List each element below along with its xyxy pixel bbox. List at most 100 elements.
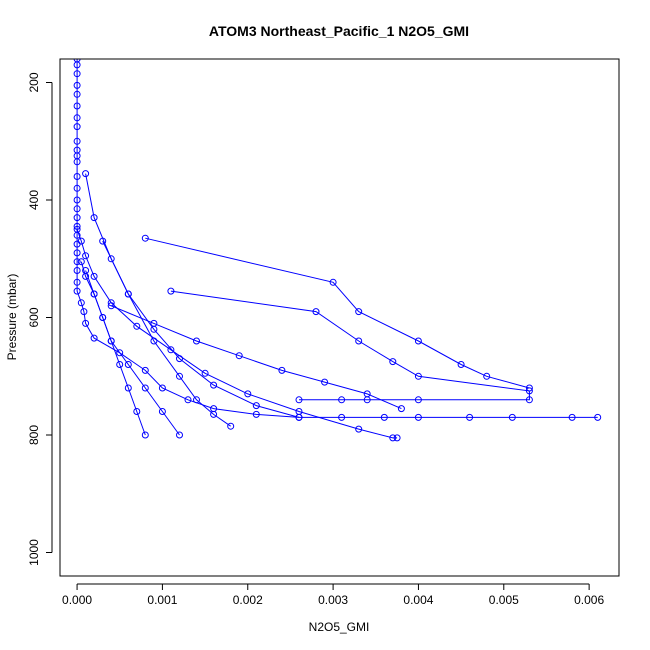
data-point (525, 396, 533, 404)
data-point (193, 396, 200, 404)
data-point (568, 413, 576, 421)
series-line (170, 290, 530, 401)
data-point (90, 290, 98, 298)
data-point (73, 137, 81, 145)
series-line (85, 270, 146, 436)
data-point (184, 396, 192, 404)
y-tick-label: 800 (27, 425, 41, 445)
data-point (73, 184, 81, 192)
data-point (73, 225, 81, 233)
y-tick-label: 600 (27, 307, 41, 327)
data-point (363, 390, 371, 398)
data-point (82, 319, 90, 327)
data-point (82, 267, 90, 274)
data-point (329, 278, 337, 286)
data-point (73, 267, 81, 274)
data-point (73, 61, 81, 69)
data-point (466, 413, 474, 421)
data-point (321, 378, 329, 386)
data-point (414, 372, 422, 380)
data-point (116, 349, 124, 357)
data-point (90, 334, 98, 342)
data-point (73, 114, 81, 122)
data-point (73, 196, 81, 204)
data-point (414, 337, 422, 345)
data-point (90, 272, 98, 280)
data-point (73, 287, 81, 295)
data-point (594, 413, 602, 421)
data-point (73, 123, 81, 131)
data-point (73, 102, 81, 110)
data-point (193, 337, 200, 345)
data-point (176, 355, 183, 363)
data-point (150, 337, 158, 345)
data-point (99, 237, 107, 245)
y-axis-label: Pressure (mbar) (5, 274, 19, 361)
data-point (73, 70, 81, 78)
data-point (252, 402, 260, 410)
data-point (397, 405, 405, 413)
data-point (90, 214, 98, 222)
data-point (483, 372, 491, 380)
data-point (124, 361, 132, 368)
data-point (295, 413, 303, 421)
x-tick-label: 0.002 (233, 593, 263, 607)
series-3 (82, 170, 303, 421)
data-point (227, 422, 235, 430)
data-point (508, 413, 516, 421)
plot-area (73, 59, 602, 442)
data-point (210, 381, 218, 389)
y-tick-label: 400 (27, 190, 41, 210)
data-point (201, 369, 209, 377)
data-point (73, 173, 81, 180)
data-point (73, 258, 81, 266)
x-tick-label: 0.005 (489, 593, 519, 607)
data-point (150, 319, 158, 327)
series-line (76, 229, 398, 439)
data-point (389, 358, 397, 366)
series-line (85, 173, 300, 418)
data-point (141, 234, 149, 242)
x-axis-label: N2O5_GMI (309, 620, 370, 634)
data-point (141, 431, 149, 439)
data-point (235, 352, 243, 360)
x-tick-label: 0.003 (318, 593, 348, 607)
data-point (380, 413, 388, 421)
data-point (457, 361, 465, 368)
y-axis: 200 400 600 800 1000 (27, 72, 53, 566)
data-point (133, 408, 141, 415)
data-point (210, 410, 218, 418)
data-point (355, 425, 363, 433)
series-line (145, 237, 530, 389)
data-point (355, 337, 363, 345)
data-point (77, 237, 85, 245)
data-point (158, 384, 166, 392)
data-point (167, 287, 175, 295)
data-point (77, 258, 85, 266)
data-point (82, 252, 90, 260)
data-point (167, 346, 175, 354)
x-tick-label: 0.004 (403, 593, 433, 607)
data-point (525, 387, 533, 395)
data-point (82, 170, 90, 178)
data-point (99, 314, 107, 321)
data-point (73, 81, 81, 89)
data-point (141, 384, 149, 392)
series-6 (82, 267, 149, 439)
series-4 (99, 237, 235, 430)
series-9 (107, 302, 405, 413)
series-line (102, 240, 231, 427)
data-point (133, 322, 141, 330)
data-point (116, 361, 124, 368)
data-point (124, 384, 132, 392)
data-point (141, 366, 149, 374)
data-point (73, 158, 81, 166)
series-8 (167, 287, 533, 404)
series-line (111, 305, 402, 410)
x-tick-label: 0.000 (62, 593, 92, 607)
data-point (414, 413, 422, 421)
data-point (176, 372, 183, 380)
data-point (73, 278, 81, 286)
